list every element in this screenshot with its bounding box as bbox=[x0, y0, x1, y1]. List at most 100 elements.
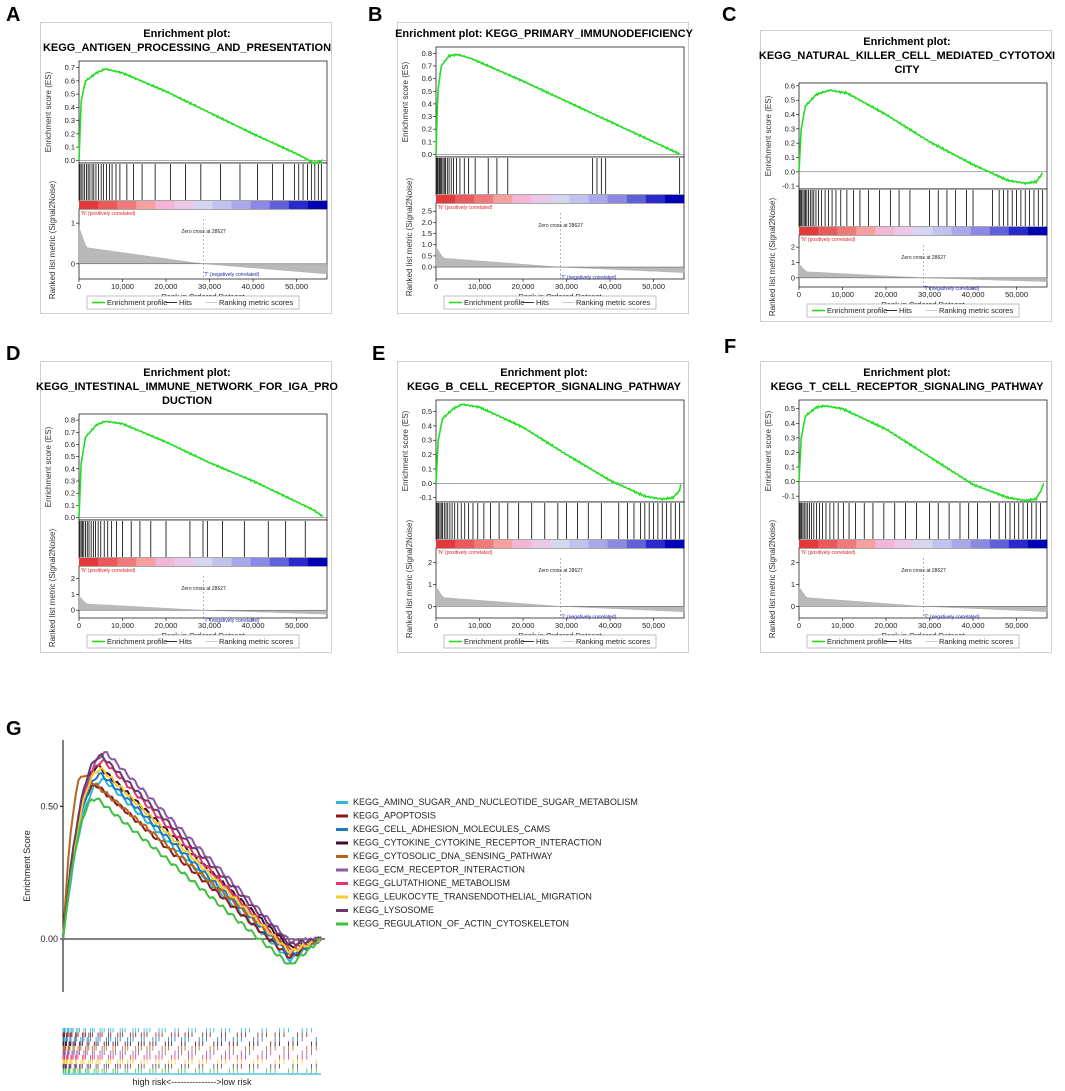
metric-y-axis-label: Ranked list metric (Signal2Noise) bbox=[768, 520, 777, 639]
neg-correlated-label: 'T' (negatively correlated) bbox=[204, 618, 260, 624]
pos-correlated-label: 'N' (positively correlated) bbox=[438, 550, 493, 556]
g-y-axis-label: Enrichment Score bbox=[22, 830, 32, 902]
metric-tick-label: 0 bbox=[791, 273, 795, 282]
es-tick-label: -0.1 bbox=[782, 492, 795, 501]
x-tick-label: 20,000 bbox=[875, 621, 898, 630]
g-legend-label: KEGG_LEUKOCYTE_TRANSENDOTHELIAL_MIGRATIO… bbox=[353, 892, 592, 902]
es-tick-label: 0.5 bbox=[65, 90, 75, 99]
hits-frame bbox=[78, 162, 328, 202]
es-tick-label: 0.3 bbox=[785, 124, 795, 133]
rank-color-segment bbox=[550, 195, 571, 203]
g-legend-swatch bbox=[336, 868, 348, 872]
x-tick-label: 20,000 bbox=[512, 621, 535, 630]
rank-color-segment bbox=[970, 227, 991, 235]
x-tick-label: 40,000 bbox=[599, 282, 622, 291]
rank-color-segment bbox=[79, 201, 99, 209]
es-tick-label: 0.4 bbox=[65, 464, 75, 473]
es-tick-label: 0.8 bbox=[422, 49, 432, 58]
g-legend-swatch bbox=[336, 801, 348, 804]
x-tick-label: 50,000 bbox=[642, 282, 665, 291]
zero-cross-label: Zero cross at 28627 bbox=[181, 229, 226, 235]
rank-color-segment bbox=[79, 558, 99, 566]
es-tick-label: 0.4 bbox=[785, 419, 795, 428]
es-tick-label: 0.7 bbox=[422, 61, 432, 70]
neg-correlated-label: 'T' (negatively correlated) bbox=[561, 614, 617, 620]
legend-box bbox=[806, 303, 1020, 318]
x-tick-label: 10,000 bbox=[831, 621, 854, 630]
rank-color-segment bbox=[989, 540, 1010, 548]
panel-letter-g: G bbox=[6, 718, 22, 740]
rank-color-segment bbox=[512, 195, 532, 203]
es-y-axis-label: Enrichment score (ES) bbox=[44, 71, 53, 152]
es-tick-label: 0.5 bbox=[785, 404, 795, 413]
rank-color-segment bbox=[607, 195, 628, 203]
zero-cross-label: Zero cross at 28627 bbox=[538, 223, 583, 229]
rank-color-segment bbox=[174, 201, 194, 209]
metric-tick-label: 0.5 bbox=[422, 251, 432, 260]
es-tick-label: 0.2 bbox=[65, 489, 75, 498]
legend-hits-label: Hits bbox=[179, 298, 192, 307]
x-tick-label: 10,000 bbox=[831, 290, 854, 299]
es-y-axis-label: Enrichment score (ES) bbox=[764, 95, 773, 176]
rank-color-segment bbox=[269, 558, 290, 566]
es-tick-label: 0.7 bbox=[65, 428, 75, 437]
x-tick-label: 40,000 bbox=[242, 621, 265, 630]
gsea-panel-d: Enrichment plot: KEGG_INTESTINAL_IMMUNE_N… bbox=[36, 361, 338, 653]
legend-metric-label: Ranking metric scores bbox=[939, 306, 1013, 315]
metric-tick-label: 2 bbox=[791, 243, 795, 252]
legend-metric-label: Ranking metric scores bbox=[576, 298, 650, 307]
plot-title-line: Enrichment plot: bbox=[863, 36, 950, 48]
x-tick-label: 50,000 bbox=[1005, 621, 1028, 630]
enrichment-profile-line bbox=[798, 404, 1045, 503]
es-tick-label: 0.1 bbox=[422, 137, 432, 146]
rank-color-segment bbox=[1008, 227, 1029, 235]
es-tick-label: 0.4 bbox=[422, 99, 432, 108]
rank-color-segment bbox=[231, 201, 252, 209]
x-tick-label: 10,000 bbox=[111, 282, 134, 291]
x-tick-label: 20,000 bbox=[155, 282, 178, 291]
rank-color-segment bbox=[307, 558, 328, 566]
es-tick-label: 0.3 bbox=[422, 436, 432, 445]
rank-color-segment bbox=[550, 540, 571, 548]
g-series-line bbox=[62, 765, 322, 955]
es-tick-label: 0.8 bbox=[65, 416, 75, 425]
g-legend-label: KEGG_CELL_ADHESION_MOLECULES_CAMS bbox=[353, 824, 550, 834]
gsea-plot-svg: Enrichment plot: KEGG_PRIMARY_IMMUNODEFI… bbox=[395, 28, 694, 310]
x-tick-label: 50,000 bbox=[1005, 290, 1028, 299]
x-tick-label: 40,000 bbox=[242, 282, 265, 291]
es-tick-label: 0.2 bbox=[785, 139, 795, 148]
rank-color-segment bbox=[288, 201, 309, 209]
panel-letter-a: A bbox=[6, 4, 21, 26]
pos-correlated-label: 'N' (positively correlated) bbox=[81, 211, 136, 217]
rank-color-segment bbox=[136, 201, 156, 209]
metric-y-axis-label: Ranked list metric (Signal2Noise) bbox=[768, 198, 777, 317]
panel-letter-c: C bbox=[722, 4, 737, 26]
legend-hits-label: Hits bbox=[899, 306, 912, 315]
legend-metric-label: Ranking metric scores bbox=[219, 298, 293, 307]
es-tick-label: 0.2 bbox=[785, 448, 795, 457]
legend-box bbox=[86, 634, 300, 649]
es-tick-label: 0.4 bbox=[65, 103, 75, 112]
x-tick-label: 0 bbox=[797, 290, 801, 299]
plot-title-line: Enrichment plot: bbox=[143, 28, 230, 40]
g-y-tick-label: 0.00 bbox=[40, 934, 58, 944]
gsea-panel-f: Enrichment plot: KEGG_T_CELL_RECEPTOR_SIG… bbox=[760, 361, 1052, 653]
hits-frame bbox=[435, 156, 685, 196]
es-plot-frame bbox=[78, 413, 328, 521]
es-tick-label: 0.5 bbox=[785, 96, 795, 105]
g-series-line bbox=[62, 752, 322, 947]
x-tick-label: 10,000 bbox=[468, 282, 491, 291]
g-legend-swatch bbox=[336, 828, 348, 831]
g-series-line bbox=[62, 783, 322, 960]
x-tick-label: 20,000 bbox=[875, 290, 898, 299]
pos-correlated-label: 'N' (positively correlated) bbox=[81, 568, 136, 574]
rank-color-segment bbox=[626, 195, 647, 203]
es-tick-label: 0.0 bbox=[65, 513, 75, 522]
rank-color-segment bbox=[607, 540, 628, 548]
rank-color-segment bbox=[212, 201, 233, 209]
rank-color-segment bbox=[1027, 227, 1048, 235]
g-series-line bbox=[62, 750, 322, 945]
rank-color-segment bbox=[307, 201, 328, 209]
plot-title-line: KEGG_T_CELL_RECEPTOR_SIGNALING_PATHWAY bbox=[771, 381, 1044, 393]
rank-color-segment bbox=[117, 201, 137, 209]
